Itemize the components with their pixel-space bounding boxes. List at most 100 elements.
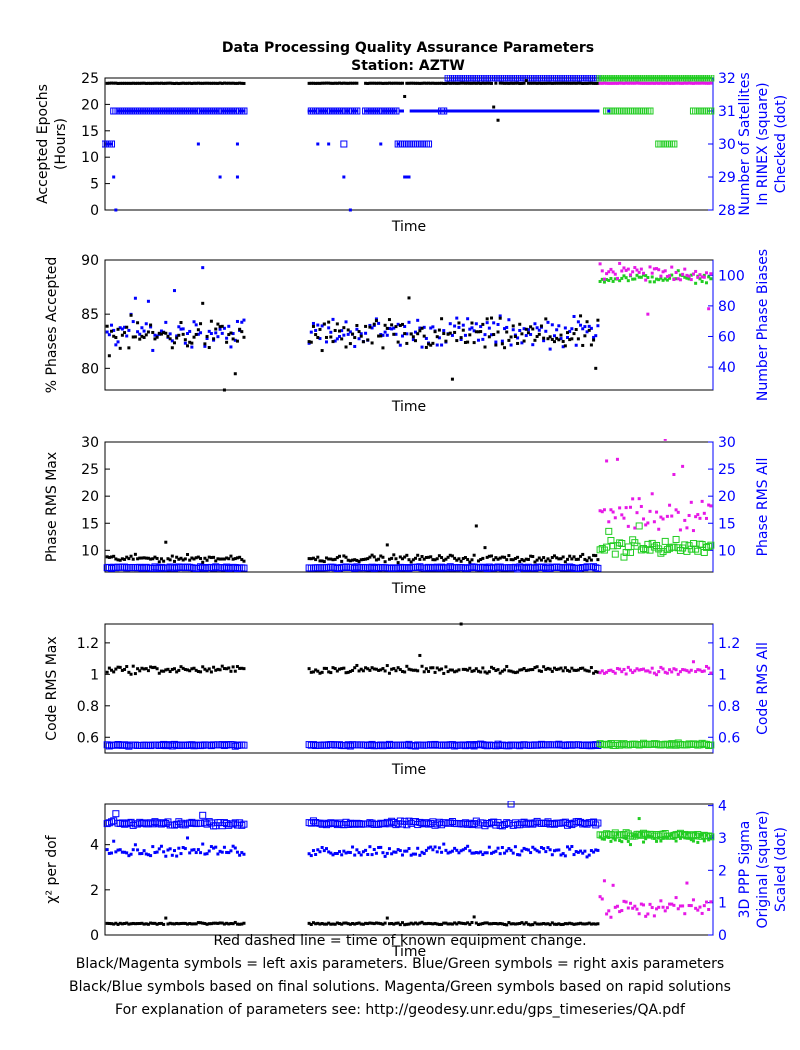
- right-axis-point: [457, 851, 461, 855]
- left-axis-point: [628, 505, 632, 509]
- left-axis-point: [133, 335, 137, 339]
- right-axis-point: [222, 109, 226, 113]
- right-axis-point: [151, 348, 155, 352]
- right-axis-point: [492, 321, 496, 325]
- left-axis-point: [459, 336, 463, 340]
- right-axis-point: [412, 742, 420, 750]
- right-axis-point: [557, 324, 561, 328]
- left-axis-point: [592, 671, 596, 675]
- left-axis-point: [383, 669, 387, 673]
- left-axis-point: [566, 668, 570, 672]
- left-axis-point: [563, 344, 567, 348]
- right-axis-point: [349, 819, 357, 827]
- right-axis-point: [335, 852, 339, 856]
- left-axis-point: [227, 557, 231, 561]
- right-axis-point: [611, 836, 615, 840]
- left-axis-point: [600, 897, 604, 901]
- right-axis-point: [370, 109, 374, 113]
- right-axis-point: [546, 320, 550, 324]
- left-axis-point: [374, 921, 378, 925]
- left-axis-point: [633, 904, 637, 908]
- left-axis-point: [331, 922, 335, 926]
- left-axis-point: [585, 320, 589, 324]
- left-axis-point: [635, 268, 639, 272]
- left-axis-point: [414, 668, 418, 672]
- left-axis-point: [166, 81, 170, 85]
- left-axis-point: [548, 335, 552, 339]
- left-axis-point: [146, 556, 150, 560]
- right-axis-point: [186, 836, 190, 840]
- left-axis-point: [429, 343, 433, 347]
- right-axis-point: [655, 839, 659, 843]
- left-axis-point: [381, 81, 385, 85]
- left-axis-point: [359, 667, 363, 671]
- left-tick-label: 5: [90, 177, 99, 193]
- right-axis-point: [387, 109, 391, 113]
- left-axis-point: [420, 81, 424, 85]
- left-axis-point: [186, 81, 190, 85]
- right-axis-point: [440, 343, 444, 347]
- left-axis-point: [314, 922, 318, 926]
- right-axis-point: [594, 741, 602, 749]
- left-axis-point: [112, 922, 116, 926]
- right-axis-point: [537, 109, 541, 113]
- right-tick-label: 20: [718, 489, 736, 505]
- right-axis-point: [427, 819, 435, 827]
- left-axis-point: [418, 653, 422, 657]
- left-axis-point: [203, 81, 207, 85]
- right-axis-point: [652, 76, 656, 80]
- right-axis-point: [411, 852, 415, 856]
- left-axis-point: [687, 81, 691, 85]
- right-axis-point: [483, 851, 487, 855]
- right-axis-point: [622, 107, 630, 115]
- left-axis-point: [494, 669, 498, 673]
- right-axis-point: [160, 740, 168, 748]
- right-axis-point: [138, 109, 142, 113]
- left-axis-point: [557, 667, 561, 671]
- left-axis-point: [183, 921, 187, 925]
- left-axis-point: [411, 558, 415, 562]
- right-axis-point: [552, 334, 556, 338]
- right-axis-point: [581, 819, 589, 827]
- left-axis-point: [151, 666, 155, 670]
- right-axis-point: [594, 848, 598, 852]
- right-axis-point: [546, 820, 554, 828]
- left-axis-point: [461, 328, 465, 332]
- left-axis-point: [507, 669, 511, 673]
- left-axis-point: [138, 81, 142, 85]
- left-axis-point: [314, 333, 318, 337]
- right-axis-point: [420, 741, 428, 749]
- left-axis-point: [424, 922, 428, 926]
- left-axis-point: [516, 670, 520, 674]
- right-axis-point: [689, 273, 693, 277]
- left-axis-point: [709, 504, 713, 508]
- left-axis-point: [533, 560, 537, 564]
- left-axis-label: Accepted Epochs: [35, 84, 51, 204]
- right-axis-point: [466, 741, 474, 749]
- right-axis-point: [522, 846, 526, 850]
- left-axis-point: [157, 671, 161, 675]
- left-axis-point: [205, 81, 209, 85]
- right-axis-point: [692, 740, 700, 748]
- right-axis-point: [500, 109, 504, 113]
- left-axis-point: [663, 269, 667, 273]
- left-axis-point: [585, 669, 589, 673]
- left-axis-point: [125, 325, 129, 329]
- right-axis-point: [537, 328, 541, 332]
- right-axis-point: [110, 107, 118, 115]
- left-axis-point: [652, 914, 656, 918]
- right-axis-point: [385, 333, 389, 337]
- left-axis-point: [351, 558, 355, 562]
- left-axis-point: [637, 270, 641, 274]
- right-axis-point: [136, 563, 144, 571]
- left-tick-label: 10: [81, 543, 99, 559]
- left-axis-point: [420, 664, 424, 668]
- left-axis-point: [652, 267, 656, 271]
- right-axis-point: [496, 109, 500, 113]
- right-axis-point: [199, 109, 203, 113]
- right-axis-point: [227, 324, 231, 328]
- left-axis-point: [359, 334, 363, 338]
- left-axis-point: [377, 557, 381, 561]
- right-axis-point: [173, 741, 181, 749]
- right-axis-point: [461, 323, 465, 327]
